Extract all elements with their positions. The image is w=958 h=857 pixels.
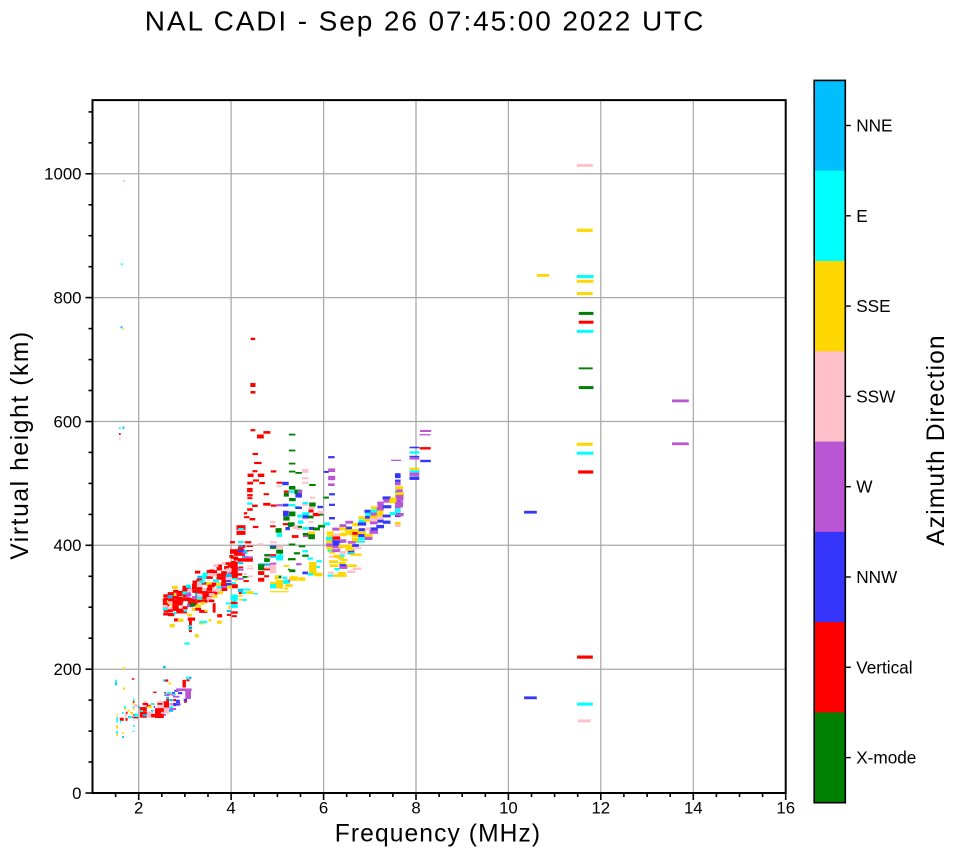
svg-text:NNE: NNE — [856, 116, 892, 136]
svg-text:Frequency (MHz): Frequency (MHz) — [335, 821, 541, 848]
svg-text:Vertical: Vertical — [856, 657, 912, 677]
svg-text:NAL CADI - Sep 26 07:45:00 202: NAL CADI - Sep 26 07:45:00 2022 UTC — [145, 6, 705, 37]
svg-text:800: 800 — [54, 288, 82, 307]
svg-text:1000: 1000 — [44, 165, 81, 184]
svg-text:14: 14 — [684, 799, 703, 818]
svg-text:Virtual height (km): Virtual height (km) — [7, 330, 34, 560]
svg-text:X-mode: X-mode — [856, 748, 916, 768]
svg-text:0: 0 — [72, 784, 81, 803]
svg-text:12: 12 — [591, 799, 610, 818]
svg-text:4: 4 — [226, 799, 235, 818]
svg-text:2: 2 — [134, 799, 143, 818]
svg-text:16: 16 — [776, 799, 795, 818]
svg-text:W: W — [856, 477, 873, 497]
svg-text:400: 400 — [54, 536, 82, 555]
svg-text:Azimuth Direction: Azimuth Direction — [923, 334, 950, 545]
svg-text:E: E — [856, 206, 867, 226]
svg-text:600: 600 — [54, 412, 82, 431]
svg-text:200: 200 — [54, 660, 82, 679]
svg-text:8: 8 — [411, 799, 420, 818]
svg-text:NNW: NNW — [856, 567, 898, 587]
svg-text:SSW: SSW — [856, 386, 896, 406]
svg-text:6: 6 — [319, 799, 328, 818]
svg-text:10: 10 — [499, 799, 518, 818]
svg-text:SSE: SSE — [856, 296, 890, 316]
